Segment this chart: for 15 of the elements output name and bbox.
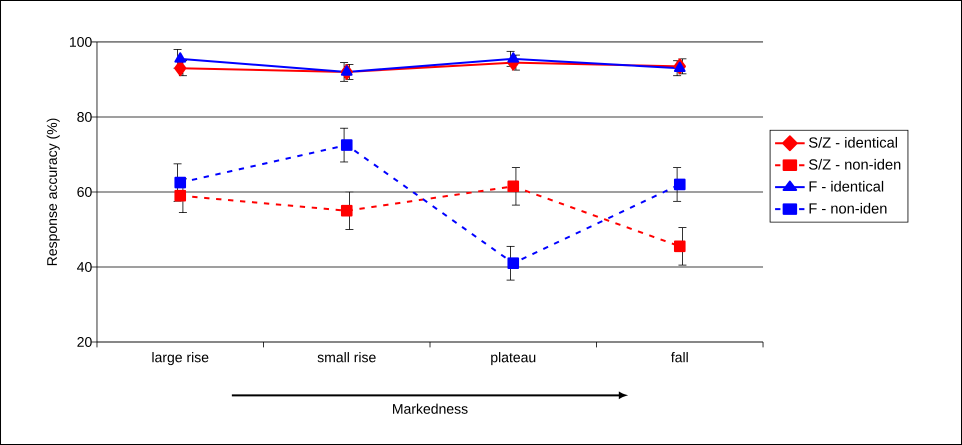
y-tick-label: 20: [77, 337, 92, 347]
y-tick-label: 60: [77, 187, 92, 197]
legend-label: F - non-iden: [810, 202, 886, 214]
x-tick-label: fall: [671, 352, 688, 362]
y-tick-label: 100: [70, 37, 92, 47]
y-tick-label: 40: [77, 262, 92, 272]
x-tick-label: plateau: [491, 352, 536, 366]
legend-label: F - identical: [810, 180, 884, 192]
x-tick-label: small rise: [318, 352, 376, 362]
y-axis-title: Response accuracy (%): [46, 118, 60, 266]
legend-label: S/Z - identical: [809, 136, 898, 148]
legend-label: S/Z - non-iden: [809, 158, 900, 170]
y-tick-label: 80: [77, 112, 92, 122]
x-axis-title: Markedness: [393, 404, 468, 414]
x-tick-label: large rise: [152, 352, 208, 366]
